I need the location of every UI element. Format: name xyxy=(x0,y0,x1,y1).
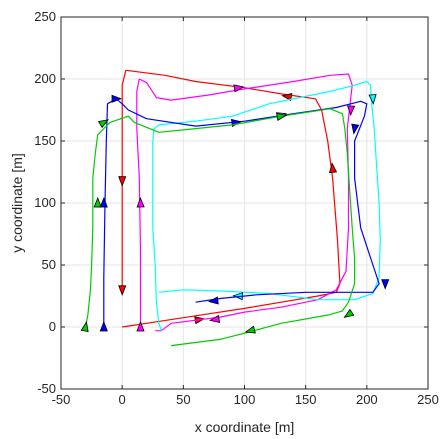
series-line xyxy=(84,108,356,347)
axis-ticks: -50 0 50 100 150 200 250 -50 0 50 100 150 200 250 xyxy=(34,9,439,407)
direction-arrow-marker xyxy=(111,94,123,103)
y-tick-label: -50 xyxy=(37,381,56,396)
series-line xyxy=(103,98,380,330)
direction-arrow-marker xyxy=(381,279,390,290)
direction-arrow-marker xyxy=(328,162,338,174)
series-line xyxy=(121,69,341,328)
series-line xyxy=(136,73,353,332)
x-tick-label: 50 xyxy=(176,392,190,407)
direction-arrow-marker xyxy=(351,123,360,135)
x-tick-label: -50 xyxy=(52,392,71,407)
direction-arrow-marker xyxy=(281,93,293,102)
x-tick-label: 0 xyxy=(119,392,126,407)
direction-arrow-marker xyxy=(99,196,108,208)
direction-arrow-marker xyxy=(244,325,256,334)
direction-arrow-marker xyxy=(136,320,145,332)
direction-arrow-marker xyxy=(118,176,127,187)
y-tick-label: 200 xyxy=(34,71,56,86)
direction-arrow-marker xyxy=(368,94,377,105)
x-tick-label: 150 xyxy=(295,392,317,407)
direction-arrow-marker xyxy=(343,308,355,319)
direction-arrow-marker xyxy=(97,119,110,129)
y-axis-label: y coordinate [m] xyxy=(9,153,25,253)
series-line xyxy=(152,80,381,331)
direction-arrow-marker xyxy=(209,314,221,323)
y-tick-label: 100 xyxy=(34,195,56,210)
direction-arrow-marker xyxy=(233,84,245,93)
x-axis-label: x coordinate [m] xyxy=(195,419,295,435)
x-tick-label: 250 xyxy=(417,392,439,407)
x-tick-label: 200 xyxy=(356,392,378,407)
series-1 xyxy=(136,73,356,332)
direction-arrow-marker xyxy=(346,105,356,117)
y-tick-label: 50 xyxy=(42,257,56,272)
y-tick-label: 150 xyxy=(34,133,56,148)
series-layer xyxy=(80,69,390,347)
direction-arrow-marker xyxy=(136,196,145,208)
direction-arrow-marker xyxy=(93,196,102,208)
x-tick-label: 100 xyxy=(234,392,256,407)
direction-arrow-marker xyxy=(118,285,127,296)
series-4 xyxy=(80,108,356,347)
series-0 xyxy=(118,69,341,328)
direction-arrow-marker xyxy=(99,320,108,332)
direction-arrow-marker xyxy=(276,112,288,121)
direction-arrow-marker xyxy=(207,296,219,305)
y-tick-label: 250 xyxy=(34,9,56,24)
direction-arrow-marker xyxy=(80,321,89,333)
y-tick-label: 0 xyxy=(49,319,56,334)
series-3 xyxy=(99,94,390,332)
